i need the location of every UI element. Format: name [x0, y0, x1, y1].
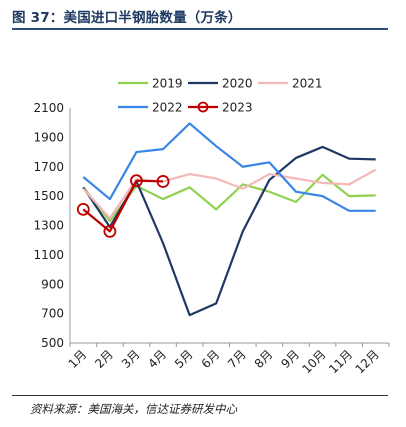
series-line-2020: [82, 145, 376, 317]
y-tick-label: 1100: [33, 248, 64, 262]
x-tick-label: 8月: [252, 347, 276, 371]
data-point-2023: [103, 224, 117, 238]
series-line-2023: [82, 179, 164, 233]
line-chart: 2019 2020 2021 2022 2023 500 700 900 1100 1300 15…: [33, 77, 390, 376]
legend-label-2021: 2021: [292, 77, 323, 91]
source-note: 资料来源：美国海关，信达证券研发中心: [30, 402, 237, 416]
series-line-2022: [82, 122, 376, 212]
legend-marker-2023: [197, 101, 209, 113]
y-tick-label: 700: [41, 307, 64, 321]
data-point-2023: [130, 174, 143, 188]
series-line-2021: [82, 168, 377, 220]
y-tick-label: 1700: [33, 160, 64, 174]
y-tick-label: 2100: [33, 101, 64, 115]
x-tick-label: 7月: [225, 347, 249, 371]
x-tick-label: 4月: [145, 347, 169, 371]
x-tick-label: 11月: [326, 347, 355, 376]
title-rule: [12, 28, 388, 30]
legend-label-2022: 2022: [152, 101, 183, 115]
legend-label-2019: 2019: [152, 77, 183, 91]
data-point-2023: [156, 175, 170, 188]
x-tick-label: 9月: [278, 347, 302, 371]
x-tick-label: 12月: [353, 347, 382, 376]
y-tick-label: 900: [41, 277, 64, 291]
plot-area: [76, 122, 377, 317]
x-tick-label: 2月: [92, 347, 116, 371]
y-tick-label: 1500: [33, 189, 64, 203]
y-tick-label: 500: [41, 336, 64, 350]
x-tick-label: 3月: [119, 347, 143, 371]
figure-title: 图 37：美国进口半钢胎数量（万条）: [12, 6, 242, 26]
data-point-2023: [76, 202, 90, 216]
x-tick-label: 5月: [172, 347, 196, 371]
legend-label-2023: 2023: [222, 101, 253, 115]
bottom-rule: [12, 395, 388, 396]
x-tick-label: 1月: [66, 347, 90, 371]
x-tick-label: 6月: [199, 347, 223, 371]
x-tick-label: 10月: [299, 347, 328, 376]
legend-label-2020: 2020: [222, 77, 253, 91]
legend: 2019 2020 2021 2022 2023: [118, 77, 323, 115]
figure-label: 图 37：: [12, 10, 64, 26]
y-tick-label: 1300: [33, 219, 64, 233]
y-tick-label: 1900: [33, 130, 64, 144]
y-axis: 500 700 900 1100 1300 1500 1700 1900 2100: [33, 101, 71, 350]
figure-title-text: 美国进口半钢胎数量（万条）: [63, 10, 242, 26]
series-line-2019: [82, 173, 376, 223]
